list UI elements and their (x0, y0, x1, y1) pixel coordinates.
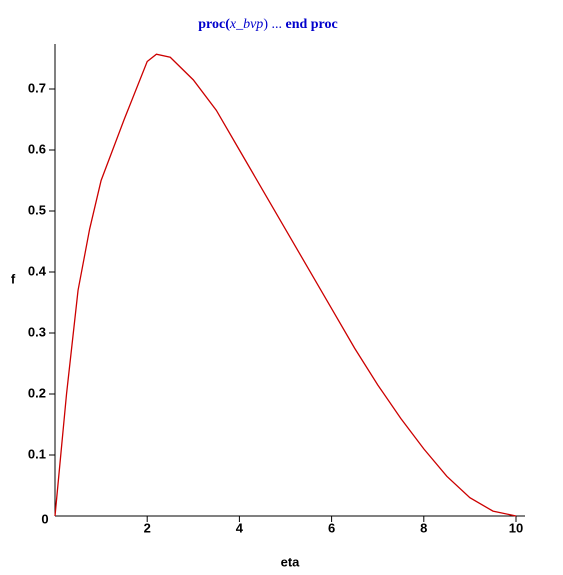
x-tick-label: 4 (236, 520, 244, 535)
y-tick-label: 0.7 (28, 80, 46, 95)
x-tick-label: 6 (328, 520, 335, 535)
x-tick-label: 0 (41, 511, 48, 526)
title-part: end proc (285, 17, 337, 32)
y-tick-label: 0.5 (28, 202, 46, 217)
y-tick-label: 0.2 (28, 385, 46, 400)
title-part: ) ... (263, 17, 285, 32)
x-tick-label: 2 (144, 520, 151, 535)
y-tick-label: 0.6 (28, 141, 46, 156)
data-line (54, 53, 517, 517)
x-tick-label: 10 (509, 520, 523, 535)
y-axis-label: f (11, 271, 16, 286)
title-part: proc( (198, 17, 230, 32)
title-part: x_bvp (229, 17, 263, 32)
x-axis-label: eta (281, 554, 301, 569)
y-tick-label: 0.1 (28, 446, 46, 461)
chart-title: proc(x_bvp) ... end proc (198, 17, 337, 32)
x-tick-label: 8 (420, 520, 427, 535)
y-tick-label: 0.4 (28, 263, 47, 278)
y-tick-label: 0.3 (28, 324, 46, 339)
